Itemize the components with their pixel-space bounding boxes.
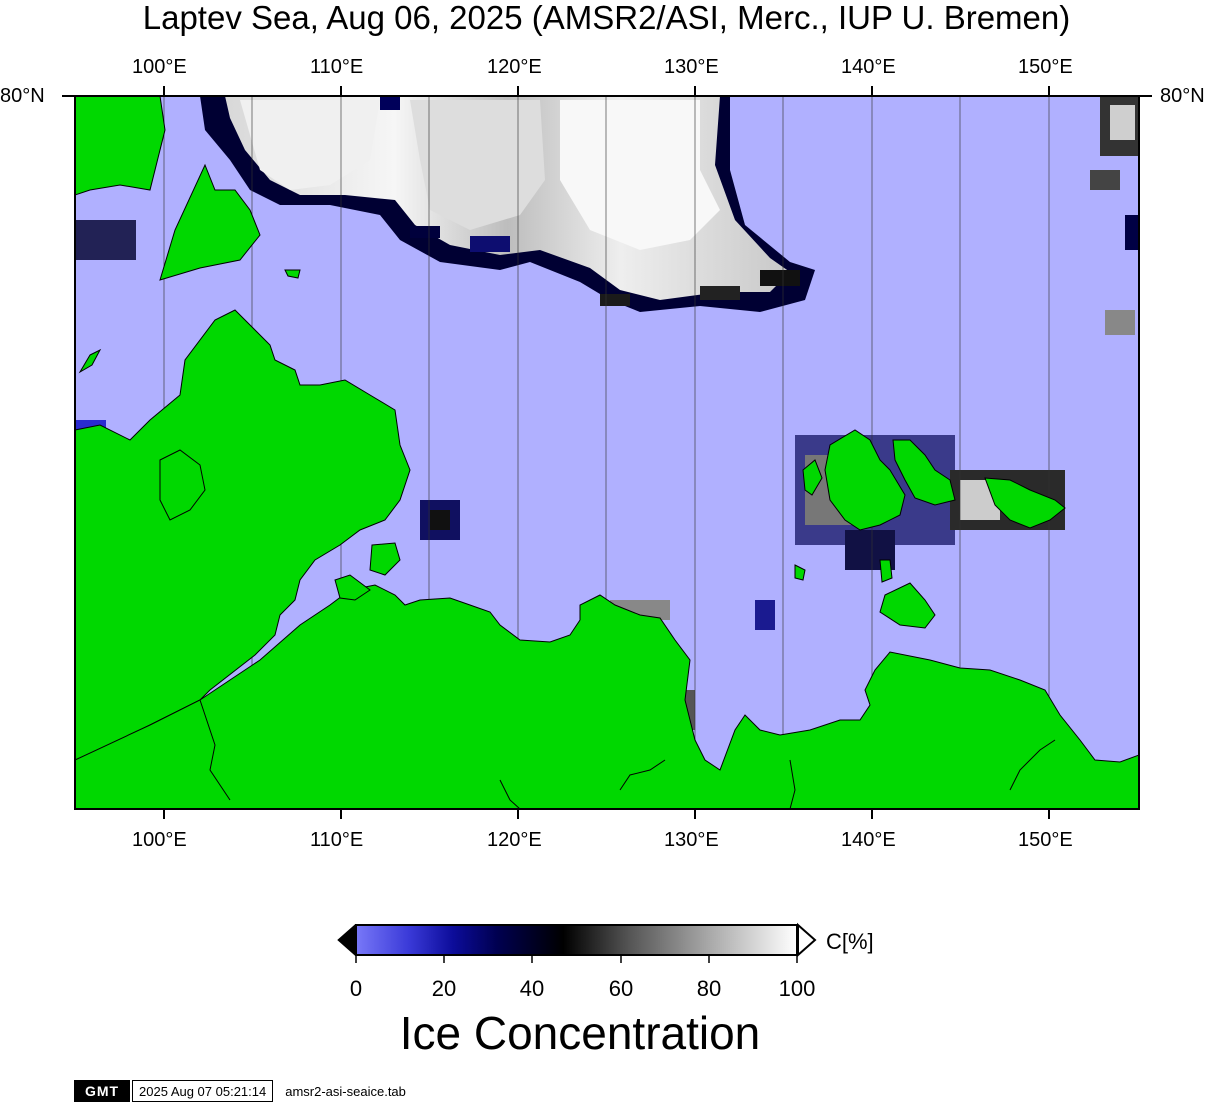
colorbar-tick-label-100: 100 (778, 976, 816, 1001)
gmt-timestamp: GMT 2025 Aug 07 05:21:14 amsr2-asi-seaic… (74, 1080, 406, 1102)
colorbar-low-triangle (337, 923, 356, 957)
land-severnaya-zemlya (75, 96, 166, 196)
lon-label-top-150: 150°E (1018, 56, 1073, 78)
colorbar-high-triangle (797, 922, 817, 958)
lon-label-top-100: 100°E (132, 56, 187, 78)
timestamp-text: 2025 Aug 07 05:21:14 (132, 1080, 274, 1102)
colorbar (337, 922, 817, 963)
sea-ice-pack (200, 96, 1139, 335)
map-frame (74, 95, 1140, 810)
colorbar-ticks (355, 955, 798, 963)
colorbar-tick-label-40: 40 (519, 976, 545, 1001)
lon-label-bottom-110: 110°E (310, 829, 364, 851)
lon-label-bottom-130: 130°E (664, 829, 719, 851)
lon-ticks (163, 86, 1050, 819)
lat-label-left: 80°N (0, 85, 45, 107)
land-bolshoy-lyakhovsky (879, 582, 936, 629)
colorbar-tick-label-80: 80 (696, 976, 722, 1001)
source-file-label: amsr2-asi-seaice.tab (285, 1083, 406, 1099)
lon-label-bottom-120: 120°E (487, 829, 542, 851)
gmt-logo: GMT (74, 1080, 130, 1102)
map-title: Laptev Sea, Aug 06, 2025 (AMSR2/ASI, Mer… (142, 0, 1071, 36)
lat-label-right: 80°N (1160, 85, 1205, 107)
lon-label-bottom-140: 140°E (841, 829, 896, 851)
land-taymyr (75, 309, 411, 761)
colorbar-tick-label-20: 20 (431, 976, 457, 1001)
colorbar-gradient (355, 924, 798, 956)
colorbar-tick-label-60: 60 (608, 976, 634, 1001)
colorbar-tick-label-0: 0 (349, 976, 363, 1001)
land-bolshevik-island (159, 163, 261, 281)
lon-label-top-140: 140°E (841, 56, 896, 78)
colorbar-title: Ice Concentration (399, 1007, 761, 1059)
land-kotelny-island (824, 429, 906, 531)
lon-label-bottom-100: 100°E (132, 829, 187, 851)
lon-label-bottom-150: 150°E (1018, 829, 1073, 851)
land-mainland-south (75, 584, 1139, 809)
land (75, 96, 1139, 809)
colorbar-unit-label: C[%] (826, 929, 874, 954)
lon-label-top-130: 130°E (664, 56, 719, 78)
lon-label-top-120: 120°E (487, 56, 542, 78)
land-faddeyevsky-island (892, 439, 956, 506)
lon-label-top-110: 110°E (310, 56, 364, 78)
